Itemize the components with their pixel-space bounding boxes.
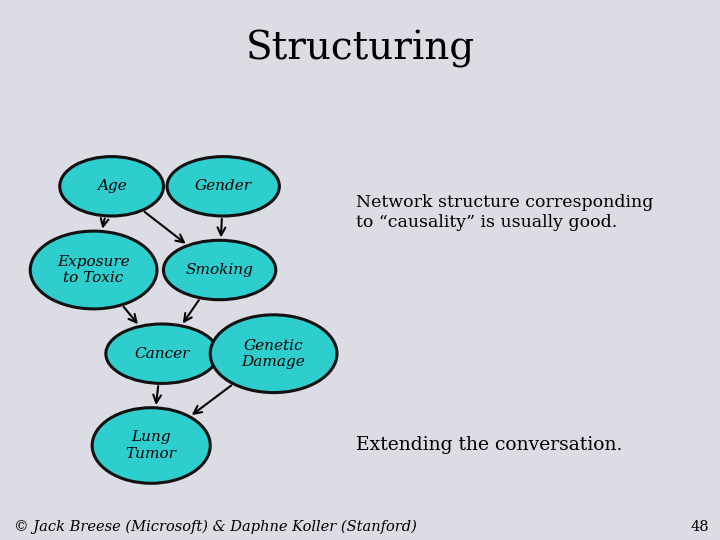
- Text: Gender: Gender: [194, 179, 252, 193]
- Text: Cancer: Cancer: [135, 347, 189, 361]
- Ellipse shape: [167, 157, 279, 216]
- Ellipse shape: [106, 324, 218, 383]
- Text: Extending the conversation.: Extending the conversation.: [356, 436, 623, 455]
- Text: © Jack Breese (Microsoft) & Daphne Koller (Stanford): © Jack Breese (Microsoft) & Daphne Kolle…: [14, 519, 418, 534]
- Text: Structuring: Structuring: [246, 30, 474, 68]
- Text: 48: 48: [690, 519, 709, 534]
- Ellipse shape: [92, 408, 210, 483]
- Ellipse shape: [30, 231, 157, 309]
- Ellipse shape: [163, 240, 276, 300]
- Text: Lung
Tumor: Lung Tumor: [126, 430, 176, 461]
- Text: Age: Age: [96, 179, 127, 193]
- Text: Genetic
Damage: Genetic Damage: [242, 339, 305, 369]
- Ellipse shape: [210, 315, 337, 393]
- Text: Exposure
to Toxic: Exposure to Toxic: [58, 255, 130, 285]
- Ellipse shape: [60, 157, 163, 216]
- Text: Smoking: Smoking: [186, 263, 253, 277]
- Text: Network structure corresponding
to “causality” is usually good.: Network structure corresponding to “caus…: [356, 194, 654, 231]
